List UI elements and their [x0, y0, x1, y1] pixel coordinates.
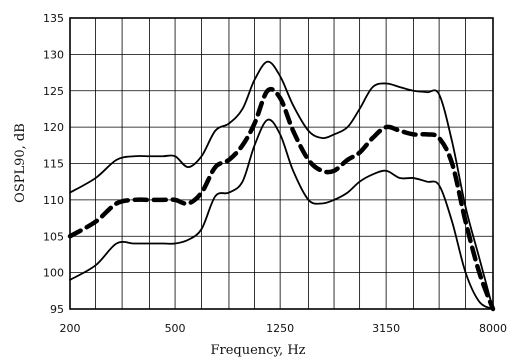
grid [70, 18, 493, 309]
x-tick-label: 500 [165, 322, 186, 335]
y-tick-label: 110 [43, 194, 64, 207]
y-axis-ticks: 95 100 105 110 115 120 125 130 135 [43, 12, 64, 316]
y-axis-title: OSPL90, dB [13, 123, 28, 203]
x-tick-label: 8000 [479, 322, 507, 335]
y-tick-label: 115 [43, 158, 64, 171]
series-line-upper [69, 60, 494, 310]
series-layer [67, 60, 496, 312]
y-tick-label: 95 [50, 303, 64, 316]
y-tick-label: 120 [43, 121, 64, 134]
y-tick-label: 135 [43, 12, 64, 25]
series-line-lower [69, 118, 494, 310]
y-tick-label: 130 [43, 48, 64, 61]
x-tick-label: 3150 [372, 322, 400, 335]
x-axis-ticks: 200 500 1250 3150 8000 [60, 322, 508, 335]
x-axis-title: Frequency, Hz [210, 343, 305, 358]
x-tick-label: 200 [60, 322, 81, 335]
y-tick-label: 125 [43, 85, 64, 98]
x-tick-label: 1250 [266, 322, 294, 335]
plot-frame [69, 17, 494, 310]
y-tick-label: 105 [43, 230, 64, 243]
series-line-mean [67, 86, 496, 312]
y-tick-label: 100 [43, 267, 64, 280]
